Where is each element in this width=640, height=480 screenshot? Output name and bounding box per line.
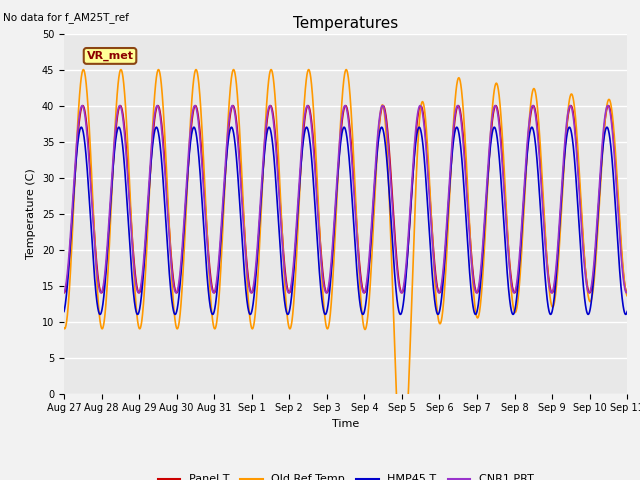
Panel T bbox=[552, 274, 559, 280]
Panel T bbox=[623, 290, 631, 296]
CNR1 PRT bbox=[60, 289, 68, 295]
HMP45 T bbox=[276, 248, 284, 253]
Line: CNR1 PRT: CNR1 PRT bbox=[64, 106, 627, 293]
HMP45 T bbox=[301, 129, 308, 134]
Panel T bbox=[301, 118, 308, 124]
X-axis label: Time: Time bbox=[332, 419, 359, 429]
Line: Panel T: Panel T bbox=[64, 106, 627, 293]
Panel T bbox=[158, 123, 166, 129]
Old Ref Temp bbox=[60, 325, 68, 331]
CNR1 PRT bbox=[529, 103, 536, 108]
Panel T bbox=[612, 173, 620, 179]
CNR1 PRT bbox=[552, 266, 559, 272]
HMP45 T bbox=[623, 309, 631, 314]
Old Ref Temp bbox=[612, 165, 620, 171]
Old Ref Temp bbox=[301, 96, 308, 102]
Old Ref Temp bbox=[124, 152, 132, 158]
Old Ref Temp bbox=[623, 293, 631, 299]
Old Ref Temp bbox=[398, 469, 406, 475]
HMP45 T bbox=[125, 224, 132, 230]
CNR1 PRT bbox=[301, 115, 308, 120]
Title: Temperatures: Temperatures bbox=[293, 16, 398, 31]
CNR1 PRT bbox=[276, 207, 284, 213]
Panel T bbox=[79, 103, 86, 108]
Old Ref Temp bbox=[158, 87, 166, 93]
HMP45 T bbox=[96, 312, 104, 317]
Old Ref Temp bbox=[552, 289, 559, 295]
CNR1 PRT bbox=[623, 289, 631, 295]
Text: VR_met: VR_met bbox=[86, 51, 134, 61]
Old Ref Temp bbox=[155, 67, 163, 72]
Line: Old Ref Temp: Old Ref Temp bbox=[64, 70, 627, 472]
CNR1 PRT bbox=[158, 127, 166, 132]
Panel T bbox=[276, 200, 284, 206]
Old Ref Temp bbox=[276, 189, 284, 195]
CNR1 PRT bbox=[124, 182, 132, 188]
Panel T bbox=[60, 290, 68, 296]
CNR1 PRT bbox=[510, 290, 518, 296]
HMP45 T bbox=[77, 124, 85, 130]
HMP45 T bbox=[612, 221, 620, 227]
HMP45 T bbox=[552, 278, 559, 284]
Panel T bbox=[125, 176, 132, 182]
Legend: Panel T, Old Ref Temp, HMP45 T, CNR1 PRT: Panel T, Old Ref Temp, HMP45 T, CNR1 PRT bbox=[153, 470, 538, 480]
Y-axis label: Temperature (C): Temperature (C) bbox=[26, 168, 36, 259]
HMP45 T bbox=[158, 163, 166, 169]
Line: HMP45 T: HMP45 T bbox=[64, 127, 627, 314]
Text: No data for f_AM25T_ref: No data for f_AM25T_ref bbox=[3, 12, 129, 23]
CNR1 PRT bbox=[612, 185, 620, 191]
HMP45 T bbox=[60, 309, 68, 314]
